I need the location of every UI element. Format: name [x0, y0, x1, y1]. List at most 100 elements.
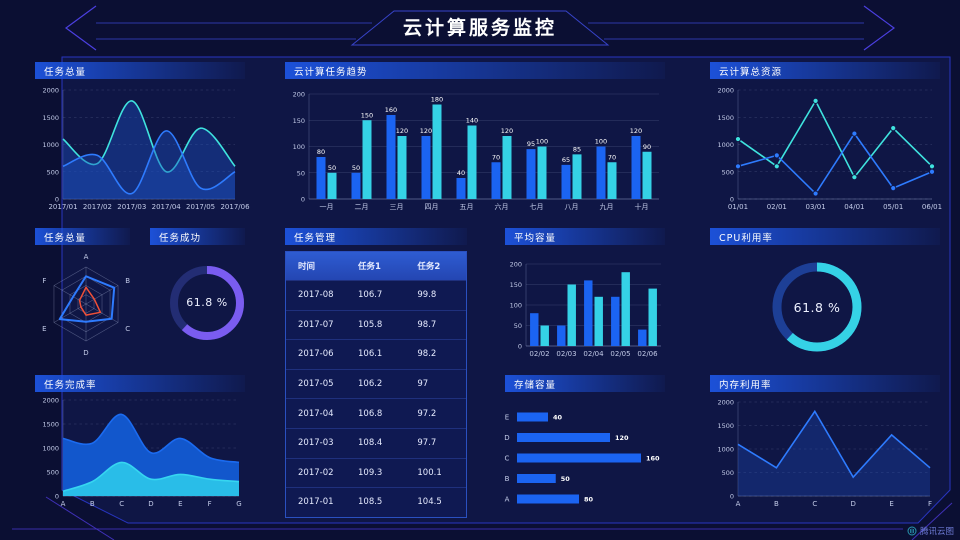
svg-text:2000: 2000	[42, 397, 59, 405]
panel-title-text: 任务总量	[44, 66, 87, 78]
svg-text:八月: 八月	[565, 203, 579, 211]
svg-text:95: 95	[527, 140, 535, 148]
table-cell: 2017-04	[298, 408, 334, 419]
svg-text:40: 40	[457, 169, 465, 177]
table-row: 2017-05 106.2 97	[286, 368, 466, 399]
table-cell: 99.8	[417, 290, 437, 301]
panel-title-text: 任务完成率	[44, 379, 97, 391]
svg-text:A: A	[736, 500, 741, 508]
svg-text:2017/05: 2017/05	[186, 203, 215, 211]
svg-text:B: B	[774, 500, 779, 508]
svg-text:B: B	[125, 277, 130, 285]
table-row: 2017-03 108.4 97.7	[286, 427, 466, 458]
svg-text:二月: 二月	[355, 203, 369, 211]
svg-text:120: 120	[630, 127, 642, 135]
svg-text:E: E	[505, 414, 509, 422]
svg-text:1500: 1500	[42, 114, 59, 122]
table-cell: 106.1	[358, 349, 383, 360]
svg-text:2000: 2000	[717, 399, 734, 407]
panel-title-task-completion: 任务完成率	[35, 375, 245, 392]
table-cell: 任务2	[417, 262, 441, 272]
svg-text:六月: 六月	[495, 202, 509, 211]
table-cell: 105.8	[358, 319, 383, 330]
svg-text:500: 500	[47, 469, 59, 477]
svg-text:2017/03: 2017/03	[117, 203, 146, 211]
table-row: 2017-06 106.1 98.2	[286, 339, 466, 369]
footer-logo: 腾讯云图	[907, 525, 954, 537]
table-cell: 2017-08	[298, 290, 334, 301]
svg-text:0: 0	[55, 493, 59, 501]
panel-title-text: 云计算总资源	[719, 66, 783, 78]
svg-text:0: 0	[55, 196, 59, 204]
svg-text:D: D	[83, 349, 88, 357]
svg-text:05/01: 05/01	[883, 203, 903, 211]
svg-text:C: C	[119, 500, 124, 508]
panel-title-text: 云计算任务趋势	[294, 66, 368, 78]
svg-text:90: 90	[643, 143, 651, 151]
svg-text:01/01: 01/01	[728, 203, 748, 211]
table-cell: 任务1	[358, 262, 381, 272]
svg-text:一月: 一月	[320, 203, 334, 211]
logo-icon	[907, 526, 917, 536]
panel-title-cloud-resource: 云计算总资源	[710, 62, 940, 79]
svg-text:E: E	[42, 325, 46, 333]
table-cell: 97.2	[417, 408, 437, 419]
storage-capacity-chart: E 40 D 120 C 160 B 50 A 80	[504, 412, 660, 504]
svg-text:D: D	[148, 500, 153, 508]
table-cell: 109.3	[358, 467, 383, 478]
svg-text:06/01: 06/01	[922, 203, 942, 211]
svg-text:G: G	[236, 500, 241, 508]
cpu-usage-value: 61.8 %	[793, 300, 841, 315]
table-cell: 106.2	[358, 379, 383, 390]
table-row: 2017-01 108.5 104.5	[286, 487, 466, 517]
svg-text:02/06: 02/06	[637, 350, 658, 358]
panel-title-text: CPU利用率	[719, 232, 773, 244]
svg-text:九月: 九月	[600, 202, 614, 211]
table-cell: 2017-07	[298, 319, 334, 330]
panel-title-text: 存储容量	[514, 379, 557, 391]
svg-text:40: 40	[553, 414, 563, 422]
task-total-radar-chart: A B C D E F	[42, 253, 130, 357]
svg-text:02/01: 02/01	[767, 203, 787, 211]
svg-text:65: 65	[562, 156, 570, 164]
svg-text:80: 80	[317, 148, 325, 156]
table-cell: 2017-01	[298, 497, 334, 508]
svg-text:50: 50	[352, 164, 360, 172]
svg-text:C: C	[125, 325, 130, 333]
svg-text:140: 140	[466, 117, 478, 125]
svg-text:2017/02: 2017/02	[83, 203, 112, 211]
table-cell: 108.4	[358, 438, 383, 449]
svg-text:2017/06: 2017/06	[220, 203, 250, 211]
svg-text:E: E	[178, 500, 182, 508]
svg-text:100: 100	[510, 302, 522, 310]
svg-text:100: 100	[536, 138, 548, 146]
panel-title-storage-capacity: 存储容量	[505, 375, 665, 392]
svg-text:50: 50	[297, 169, 305, 177]
page-title: 云计算服务监控	[402, 17, 557, 39]
svg-text:85: 85	[573, 145, 581, 153]
task-total-area-chart: 0 500 1000 1500 2000 2017/01 2017/02 2017/03 201…	[42, 87, 250, 212]
svg-text:C: C	[505, 455, 510, 463]
table-cell: 106.7	[358, 290, 383, 301]
svg-text:0: 0	[301, 196, 305, 204]
panel-title-text: 内存利用率	[719, 379, 772, 391]
svg-text:七月: 七月	[530, 202, 544, 211]
table-cell: 104.5	[417, 497, 442, 508]
svg-text:120: 120	[420, 127, 432, 135]
table-cell: 2017-03	[298, 438, 334, 449]
memory-usage-chart: 0 500 1000 1500 2000 A B C D E F	[717, 399, 932, 509]
svg-text:02/02: 02/02	[529, 350, 549, 358]
svg-text:2000: 2000	[42, 87, 59, 95]
table-row: 2017-04 106.8 97.2	[286, 398, 466, 428]
svg-text:D: D	[504, 434, 509, 442]
svg-text:A: A	[61, 500, 66, 508]
svg-text:02/04: 02/04	[583, 350, 604, 358]
svg-text:F: F	[42, 277, 46, 285]
panel-title-task-success: 任务成功	[150, 228, 245, 245]
task-success-value: 61.8 %	[186, 296, 228, 309]
svg-text:160: 160	[646, 455, 660, 463]
svg-text:120: 120	[396, 127, 408, 135]
table-row: 2017-08 106.7 99.8	[286, 280, 466, 310]
svg-text:1000: 1000	[42, 141, 59, 149]
